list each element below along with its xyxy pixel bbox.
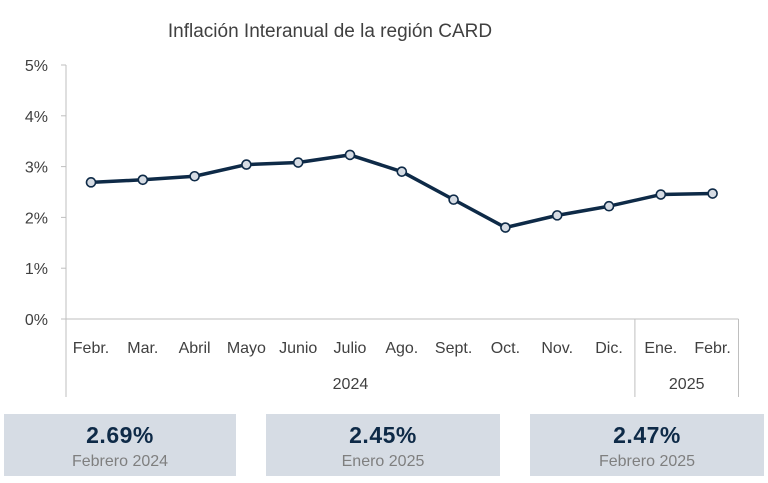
card-value: 2.69% (86, 422, 154, 448)
x-tick-label: Julio (334, 340, 367, 357)
data-point (85, 177, 97, 188)
summary-card-feb-2025: 2.47% Febrero 2025 (530, 414, 764, 476)
x-tick-label: Dic. (595, 340, 623, 357)
data-point (603, 200, 615, 212)
card-label: Enero 2025 (341, 453, 425, 470)
data-point (500, 222, 511, 233)
y-axis: 0% 1% 2% 3% 4% 5% (25, 58, 67, 329)
summary-cards: 2.69% Febrero 2024 2.45% Enero 2025 2.47… (0, 414, 768, 476)
data-point (189, 170, 200, 182)
card-value: 2.47% (613, 422, 681, 448)
summary-card-feb-2024: 2.69% Febrero 2024 (4, 414, 236, 476)
year-group-label: 2025 (669, 376, 705, 393)
x-axis: Febr. Mar. Abril Mayo Junio Julio Ago. Sept. Oct… (65, 318, 739, 397)
x-tick-label: Sept. (435, 340, 472, 357)
x-tick-label: Oct. (491, 340, 520, 357)
data-point (241, 159, 252, 170)
y-tick-label: 5% (25, 58, 48, 75)
x-tick-label: Febr. (73, 340, 109, 357)
y-tick-label: 3% (25, 160, 48, 177)
card-value: 2.45% (349, 422, 417, 448)
x-tick-label: Mayo (227, 340, 266, 357)
series-line (90, 153, 713, 230)
x-tick-label: Nov. (541, 340, 573, 357)
data-point (655, 189, 667, 200)
inflation-chart: Inflación Interanual de la región CARD 0… (25, 21, 739, 397)
summary-card-jan-2025: 2.45% Enero 2025 (266, 414, 500, 476)
y-tick-label: 1% (25, 261, 48, 278)
x-tick-label: Junio (279, 340, 317, 357)
x-tick-label: Ene. (644, 340, 677, 357)
plot-area (85, 149, 718, 233)
data-point (344, 149, 356, 161)
data-point (448, 194, 459, 205)
x-tick-label: Mar. (127, 340, 158, 357)
data-point (551, 210, 563, 221)
x-tick-label: Febr. (694, 340, 730, 357)
x-tick-label: Abril (179, 340, 211, 357)
data-point (292, 157, 304, 168)
card-label: Febrero 2025 (598, 453, 696, 470)
chart-title: Inflación Interanual de la región CARD (168, 21, 492, 42)
y-tick-label: 2% (25, 210, 48, 227)
data-point (707, 188, 718, 199)
y-tick-label: 4% (25, 109, 48, 126)
card-label: Febrero 2024 (71, 453, 169, 470)
data-point (137, 174, 149, 186)
y-tick-label: 0% (25, 312, 48, 329)
x-tick-label: Ago. (385, 340, 418, 357)
data-point (396, 166, 408, 177)
year-group-label: 2024 (333, 376, 369, 393)
